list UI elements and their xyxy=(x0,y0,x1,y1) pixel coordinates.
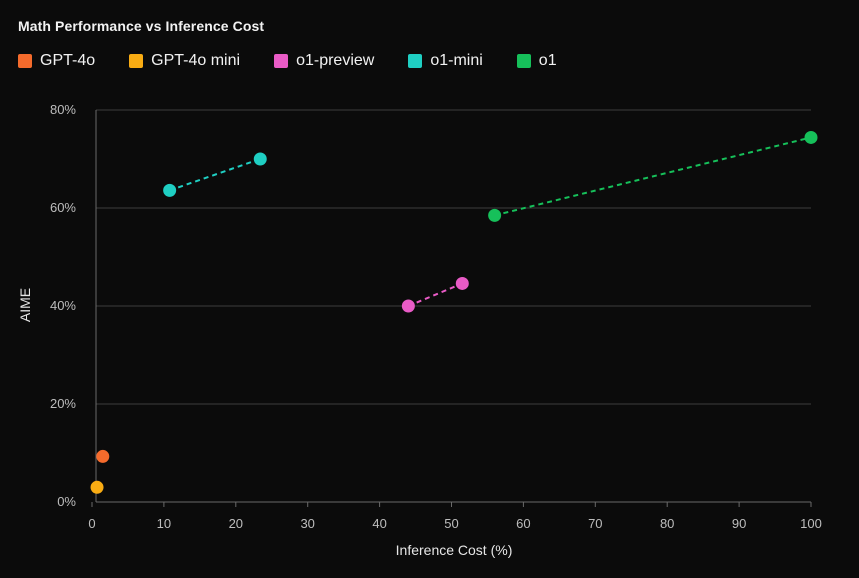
legend-item-o1-preview[interactable]: o1-preview xyxy=(274,52,374,70)
y-tick-label: 20% xyxy=(50,396,76,411)
legend-label-o1: o1 xyxy=(538,52,557,69)
x-tick-label: 70 xyxy=(588,516,602,531)
y-tick-label: 0% xyxy=(57,494,76,509)
legend-item-gpt-4o[interactable]: GPT-4o xyxy=(18,52,95,70)
x-tick-label: 80 xyxy=(660,516,674,531)
legend-label-o1-preview: o1-preview xyxy=(296,52,375,69)
connector-o1-mini xyxy=(169,158,261,192)
data-point-o1-2 xyxy=(804,130,818,144)
y-axis-title: AIME xyxy=(17,288,33,322)
x-tick-label: 40 xyxy=(372,516,386,531)
legend-swatch-gpt-4o-mini xyxy=(129,54,144,68)
connector-o1-preview xyxy=(407,282,463,307)
data-point-o1-mini-1 xyxy=(163,183,177,197)
legend-swatch-o1-mini xyxy=(408,54,423,68)
y-tick-label: 80% xyxy=(50,102,76,117)
x-tick-label: 0 xyxy=(88,516,95,531)
y-tick-label: 40% xyxy=(50,298,76,313)
data-point-o1-preview-1 xyxy=(401,299,415,313)
point-layer xyxy=(90,130,818,494)
x-tick-label: 10 xyxy=(157,516,171,531)
legend-item-o1-mini[interactable]: o1-mini xyxy=(408,52,483,70)
legend-label-gpt-4o-mini: GPT-4o mini xyxy=(151,52,241,69)
y-tick-label: 60% xyxy=(50,200,76,215)
legend-item-o1[interactable]: o1 xyxy=(516,52,557,70)
data-point-o1-mini-2 xyxy=(253,152,267,166)
axis-layer: 0% 20% 40% 60% 80% 0 10 20 30 40 50 60 70 80 90 100 xyxy=(50,102,822,531)
legend: GPT-4o GPT-4o mini o1-preview o1-mini o1 xyxy=(18,52,591,70)
legend-swatch-o1-preview xyxy=(274,54,289,68)
grid-layer xyxy=(96,109,811,503)
legend-label-gpt-4o: GPT-4o xyxy=(40,52,96,69)
chart-title: Math Performance vs Inference Cost xyxy=(18,18,265,34)
data-point-gpt-4o-1 xyxy=(96,449,110,463)
x-tick-label: 50 xyxy=(444,516,458,531)
x-tick-label: 20 xyxy=(229,516,243,531)
x-tick-label: 30 xyxy=(300,516,314,531)
connector-layer xyxy=(169,136,812,307)
legend-swatch-gpt-4o xyxy=(18,54,32,68)
x-axis-title: Inference Cost (%) xyxy=(396,542,513,558)
data-point-o1-1 xyxy=(488,208,502,222)
x-tick-label: 90 xyxy=(732,516,746,531)
connector-o1 xyxy=(494,136,812,217)
data-point-o1-preview-2 xyxy=(455,276,469,290)
legend-swatch-o1 xyxy=(516,54,531,68)
x-tick-label: 100 xyxy=(800,516,822,531)
x-tick-label: 60 xyxy=(516,516,530,531)
legend-item-gpt-4o-mini[interactable]: GPT-4o mini xyxy=(129,52,240,70)
data-point-gpt-4o-mini-1 xyxy=(90,480,104,494)
legend-label-o1-mini: o1-mini xyxy=(430,52,483,69)
